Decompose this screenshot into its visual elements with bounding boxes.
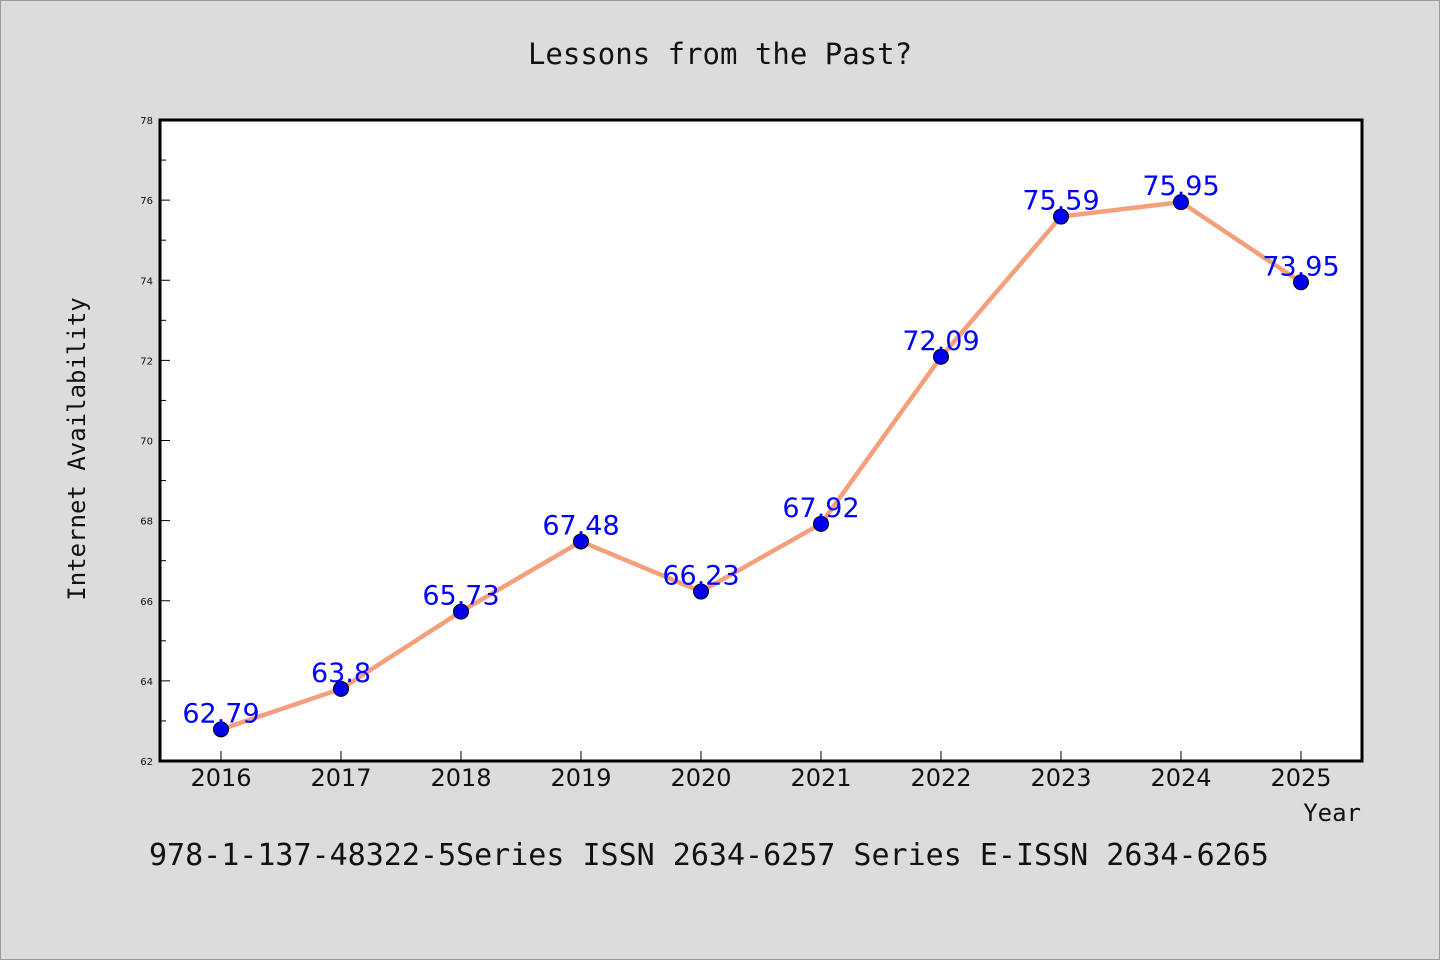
chart-title: Lessons from the Past? <box>528 37 912 71</box>
x-tick-label: 2022 <box>910 764 971 792</box>
data-point-marker <box>453 603 469 620</box>
x-tick-label: 2018 <box>430 764 491 792</box>
data-point-marker <box>1053 208 1069 225</box>
x-tick-label: 2020 <box>670 764 731 792</box>
footer-isbn-text: 978-1-137-48322-5Series ISSN 2634-6257 S… <box>149 838 1269 873</box>
series-markers <box>213 194 1309 738</box>
x-tick-label: 2019 <box>550 764 611 792</box>
y-tick-label: 72 <box>140 356 153 367</box>
series-line <box>218 199 1304 732</box>
data-point-marker <box>693 583 709 600</box>
x-tick-label: 2024 <box>1150 764 1211 792</box>
series-line-group <box>218 199 1304 732</box>
x-axis-label: Year <box>1303 799 1361 827</box>
y-tick-label: 70 <box>140 437 153 448</box>
data-point-marker <box>813 515 829 532</box>
data-point-label: 72.09 <box>902 326 979 357</box>
data-labels: 62.79 63.8 65.73 67.48 66.23 67.92 72.09 75.59 7… <box>182 171 1339 729</box>
data-point-label: 63.8 <box>311 658 371 689</box>
data-point-label: 67.48 <box>542 510 619 541</box>
y-tick-label: 64 <box>140 677 153 688</box>
y-tick-label: 78 <box>140 116 153 127</box>
data-point-label: 73.95 <box>1262 251 1339 282</box>
y-tick-label: 74 <box>140 276 153 287</box>
x-tick-label: 2016 <box>190 764 251 792</box>
x-axis: 2016 2017 2018 2019 2020 2021 2022 2023 2024 2025 <box>190 751 1332 792</box>
plot-area <box>158 118 1364 763</box>
x-tick-label: 2025 <box>1270 764 1331 792</box>
y-axis: 62 64 66 68 70 72 74 76 78 <box>140 116 170 768</box>
y-tick-label: 62 <box>140 757 153 768</box>
x-tick-label: 2017 <box>310 764 371 792</box>
y-axis-label: Internet Availability <box>63 297 91 600</box>
data-point-marker <box>933 348 949 365</box>
data-point-marker <box>213 721 229 738</box>
x-tick-label: 2023 <box>1030 764 1091 792</box>
data-point-label: 75.59 <box>1022 186 1099 217</box>
x-tick-label: 2021 <box>790 764 851 792</box>
data-point-label: 65.73 <box>422 581 499 612</box>
data-point-label: 62.79 <box>182 698 259 729</box>
data-point-marker <box>573 533 589 550</box>
data-point-marker <box>1293 274 1309 291</box>
data-point-label: 66.23 <box>662 561 739 592</box>
data-point-marker <box>333 680 349 697</box>
data-point-label: 67.92 <box>782 493 859 524</box>
y-tick-label: 68 <box>140 517 153 528</box>
y-tick-label: 76 <box>140 196 153 207</box>
y-tick-label: 66 <box>140 597 153 608</box>
data-point-marker <box>1173 194 1189 211</box>
data-point-label: 75.95 <box>1142 171 1219 202</box>
